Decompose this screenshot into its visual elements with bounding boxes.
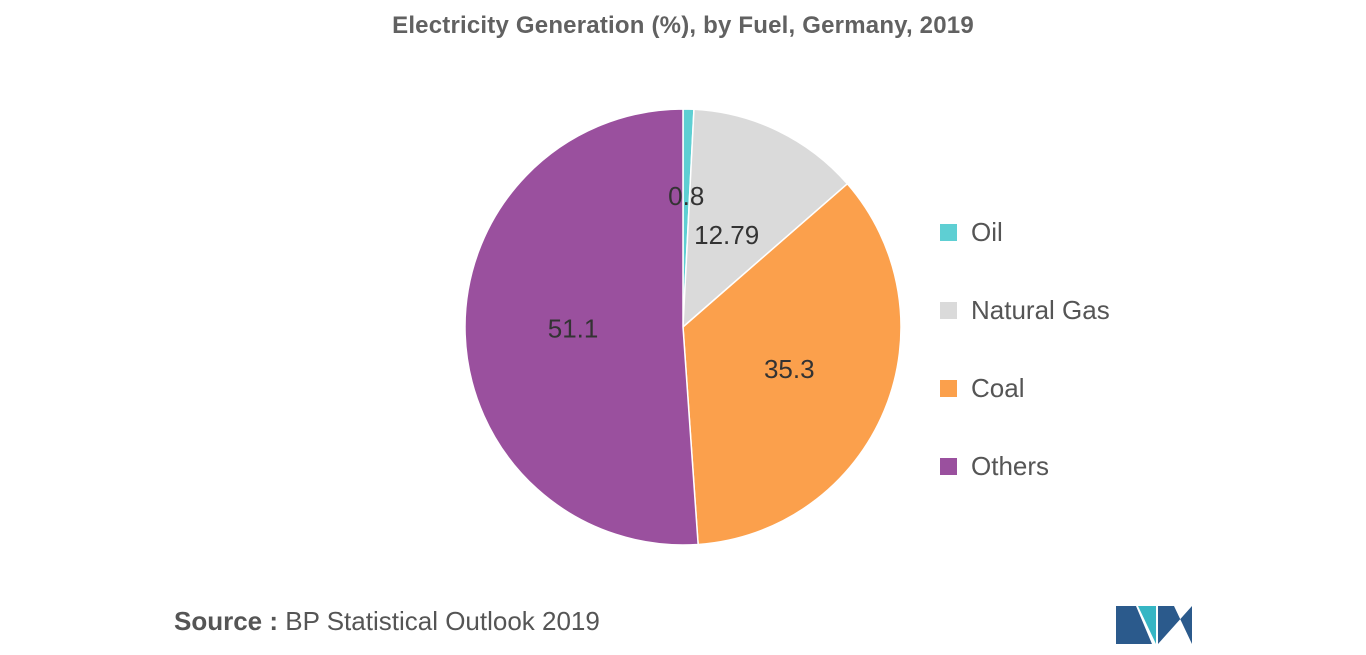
chart-title: Electricity Generation (%), by Fuel, Ger… xyxy=(392,12,974,39)
legend-swatch-others xyxy=(940,457,957,475)
source-prefix: Source : xyxy=(174,606,279,636)
source-note: Source : BP Statistical Outlook 2019 xyxy=(174,606,600,637)
legend-swatch-natural-gas xyxy=(940,301,957,319)
legend-item-oil: Oil xyxy=(940,193,1110,271)
legend-label-coal: Coal xyxy=(971,372,1025,403)
logo-right-shape xyxy=(1158,606,1192,644)
pie-data-labels: 0.8 12.79 35.3 51.1 xyxy=(548,181,815,384)
logo-left-shape xyxy=(1116,606,1152,644)
data-label-coal: 35.3 xyxy=(764,354,815,384)
source-text: BP Statistical Outlook 2019 xyxy=(285,606,600,636)
data-label-natural-gas: 12.79 xyxy=(694,220,759,250)
logo-middle-shape xyxy=(1138,606,1156,644)
legend-label-others: Others xyxy=(971,450,1050,481)
data-label-others: 51.1 xyxy=(548,314,599,344)
pie-chart: 0.8 12.79 35.3 51.1 xyxy=(464,108,902,546)
data-label-oil: 0.8 xyxy=(668,181,704,211)
pie-slice-natural-gas xyxy=(682,108,849,329)
pie-slices xyxy=(464,108,902,546)
legend-swatch-coal xyxy=(940,379,957,397)
legend-item-natural-gas: Natural Gas xyxy=(940,271,1110,349)
legend-label-natural-gas: Natural Gas xyxy=(971,294,1110,325)
legend: Oil Natural Gas Coal Others xyxy=(940,193,1110,505)
pie-slice-others xyxy=(464,108,699,546)
legend-item-coal: Coal xyxy=(940,349,1110,427)
pie-slice-coal xyxy=(682,182,902,546)
legend-swatch-oil xyxy=(940,223,957,241)
brand-logo-icon xyxy=(1116,606,1192,644)
legend-label-oil: Oil xyxy=(971,216,1003,247)
legend-item-others: Others xyxy=(940,427,1110,505)
